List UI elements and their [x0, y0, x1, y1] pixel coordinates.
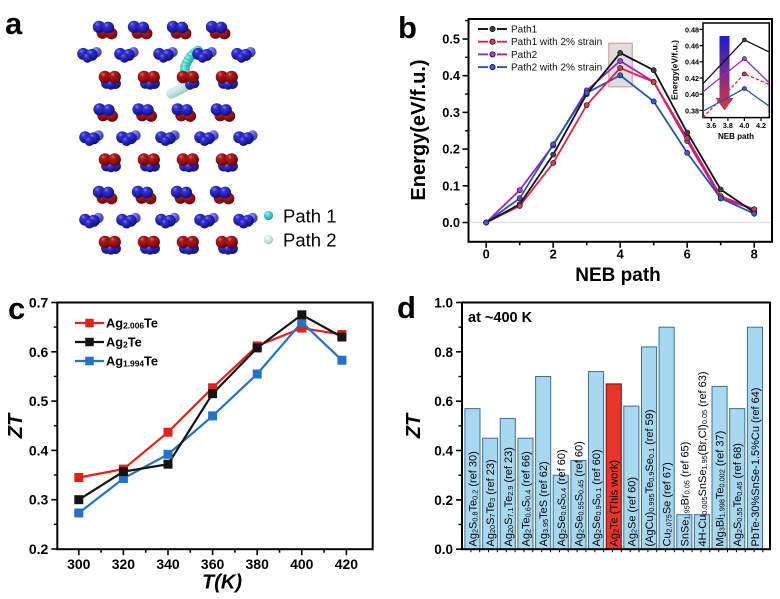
svg-text:Ag2Te0.6S0.4 (ref 66): Ag2Te0.6S0.4 (ref 66) — [521, 451, 533, 546]
svg-text:0.5: 0.5 — [29, 393, 49, 409]
svg-text:NEB path: NEB path — [718, 132, 754, 141]
svg-text:Energy(eV/f.u.): Energy(eV/f.u.) — [670, 40, 680, 100]
svg-text:(AgCu)0.995Te0.9Se0.1 (ref 59): (AgCu)0.995Te0.9Se0.1 (ref 59) — [644, 409, 656, 546]
svg-text:Ag2Te: Ag2Te — [106, 335, 142, 350]
svg-text:4: 4 — [617, 246, 625, 261]
svg-text:a: a — [5, 6, 23, 41]
svg-text:0.44: 0.44 — [685, 58, 699, 67]
svg-text:Cu2.075Se (ref 67): Cu2.075Se (ref 67) — [662, 462, 674, 546]
svg-text:0: 0 — [483, 246, 490, 261]
svg-text:Energy(eV/f.u.): Energy(eV/f.u.) — [408, 59, 430, 200]
svg-text:300: 300 — [67, 556, 91, 572]
svg-text:c: c — [8, 291, 25, 326]
svg-text:Ag1.994Te: Ag1.994Te — [106, 354, 158, 369]
svg-text:320: 320 — [112, 556, 136, 572]
svg-text:4.0: 4.0 — [739, 121, 749, 130]
svg-text:0.5: 0.5 — [442, 32, 460, 47]
svg-text:Ag2Se0.55S0.45 (ref 60): Ag2Se0.55S0.45 (ref 60) — [573, 441, 585, 546]
svg-text:Path2: Path2 — [511, 50, 538, 61]
svg-text:ZT: ZT — [5, 412, 27, 439]
svg-text:PbTe-30%SnSe-1.5%Cu (ref 64): PbTe-30%SnSe-1.5%Cu (ref 64) — [750, 388, 762, 547]
svg-text:d: d — [397, 290, 416, 325]
svg-text:0.0: 0.0 — [442, 215, 460, 230]
svg-text:Path 1: Path 1 — [283, 206, 337, 227]
svg-text:0.6: 0.6 — [434, 394, 453, 409]
svg-text:ZT: ZT — [403, 412, 425, 439]
svg-text:0.2: 0.2 — [442, 142, 460, 157]
svg-text:Ag20S7Te3 (ref 23): Ag20S7Te3 (ref 23) — [485, 459, 497, 546]
svg-text:Mg3Bi1.998Te0.002 (ref 37): Mg3Bi1.998Te0.002 (ref 37) — [715, 431, 727, 547]
svg-text:NEB path: NEB path — [575, 265, 661, 286]
svg-text:0.4: 0.4 — [442, 68, 461, 83]
svg-text:Ag2Se0.6S0.4 (ref 60): Ag2Se0.6S0.4 (ref 60) — [556, 449, 568, 546]
svg-text:T(K): T(K) — [202, 572, 242, 594]
svg-text:0.3: 0.3 — [442, 105, 460, 120]
svg-text:4.2: 4.2 — [756, 121, 766, 130]
svg-text:at ~400 K: at ~400 K — [468, 310, 533, 326]
svg-text:380: 380 — [246, 556, 270, 572]
svg-text:0.4: 0.4 — [434, 444, 453, 459]
svg-text:8: 8 — [751, 246, 758, 261]
svg-text:Ag3.95TeS (ref 62): Ag3.95TeS (ref 62) — [538, 461, 550, 546]
svg-text:3.6: 3.6 — [706, 121, 716, 130]
svg-text:2: 2 — [550, 246, 557, 261]
svg-text:0.4: 0.4 — [29, 442, 49, 458]
svg-text:0.46: 0.46 — [685, 42, 699, 51]
svg-text:Path1 with 2% strain: Path1 with 2% strain — [511, 37, 602, 48]
svg-text:4H-Cu0.005SnSe1.95(Br,Cl)0.05: 4H-Cu0.005SnSe1.95(Br,Cl)0.05 (ref 63) — [697, 371, 709, 546]
svg-text:Ag2.006Te: Ag2.006Te — [106, 316, 158, 331]
svg-text:Ag2Te (This work): Ag2Te (This work) — [609, 460, 621, 547]
svg-text:0.2: 0.2 — [29, 541, 49, 557]
svg-text:0.0: 0.0 — [434, 542, 453, 557]
svg-text:b: b — [398, 10, 417, 45]
svg-text:Ag2S0.8Te0.2 (ref 30): Ag2S0.8Te0.2 (ref 30) — [468, 451, 480, 546]
svg-text:Ag2Se (ref 60): Ag2Se (ref 60) — [626, 477, 638, 547]
svg-text:0.1: 0.1 — [442, 178, 460, 193]
svg-text:340: 340 — [156, 556, 180, 572]
svg-text:0.8: 0.8 — [434, 345, 453, 360]
svg-text:Ag2Se0.9S0.1 (ref 60): Ag2Se0.9S0.1 (ref 60) — [591, 449, 603, 546]
svg-text:0.7: 0.7 — [29, 295, 49, 311]
svg-text:SnSe1.95Br0.05 (ref 65): SnSe1.95Br0.05 (ref 65) — [679, 442, 691, 547]
svg-text:0.42: 0.42 — [685, 74, 699, 83]
svg-text:360: 360 — [201, 556, 225, 572]
svg-text:400: 400 — [290, 556, 314, 572]
svg-text:1.0: 1.0 — [434, 296, 453, 311]
svg-text:6: 6 — [684, 246, 691, 261]
svg-text:420: 420 — [335, 556, 359, 572]
svg-text:0.3: 0.3 — [29, 492, 49, 508]
svg-text:0.2: 0.2 — [434, 493, 453, 508]
svg-text:Path2 with 2% strain: Path2 with 2% strain — [511, 63, 602, 74]
svg-text:Path 2: Path 2 — [283, 230, 337, 251]
svg-text:Ag20S7.1Te2.9 (ref 23): Ag20S7.1Te2.9 (ref 23) — [503, 447, 515, 546]
svg-text:Path1: Path1 — [511, 25, 538, 36]
svg-text:0.48: 0.48 — [685, 25, 699, 34]
svg-text:0.6: 0.6 — [29, 344, 49, 360]
svg-text:Ag2S0.55Te0.45 (ref 68): Ag2S0.55Te0.45 (ref 68) — [732, 443, 744, 546]
svg-text:0.38: 0.38 — [685, 106, 699, 115]
svg-text:0.40: 0.40 — [685, 90, 699, 99]
svg-text:3.8: 3.8 — [723, 121, 733, 130]
